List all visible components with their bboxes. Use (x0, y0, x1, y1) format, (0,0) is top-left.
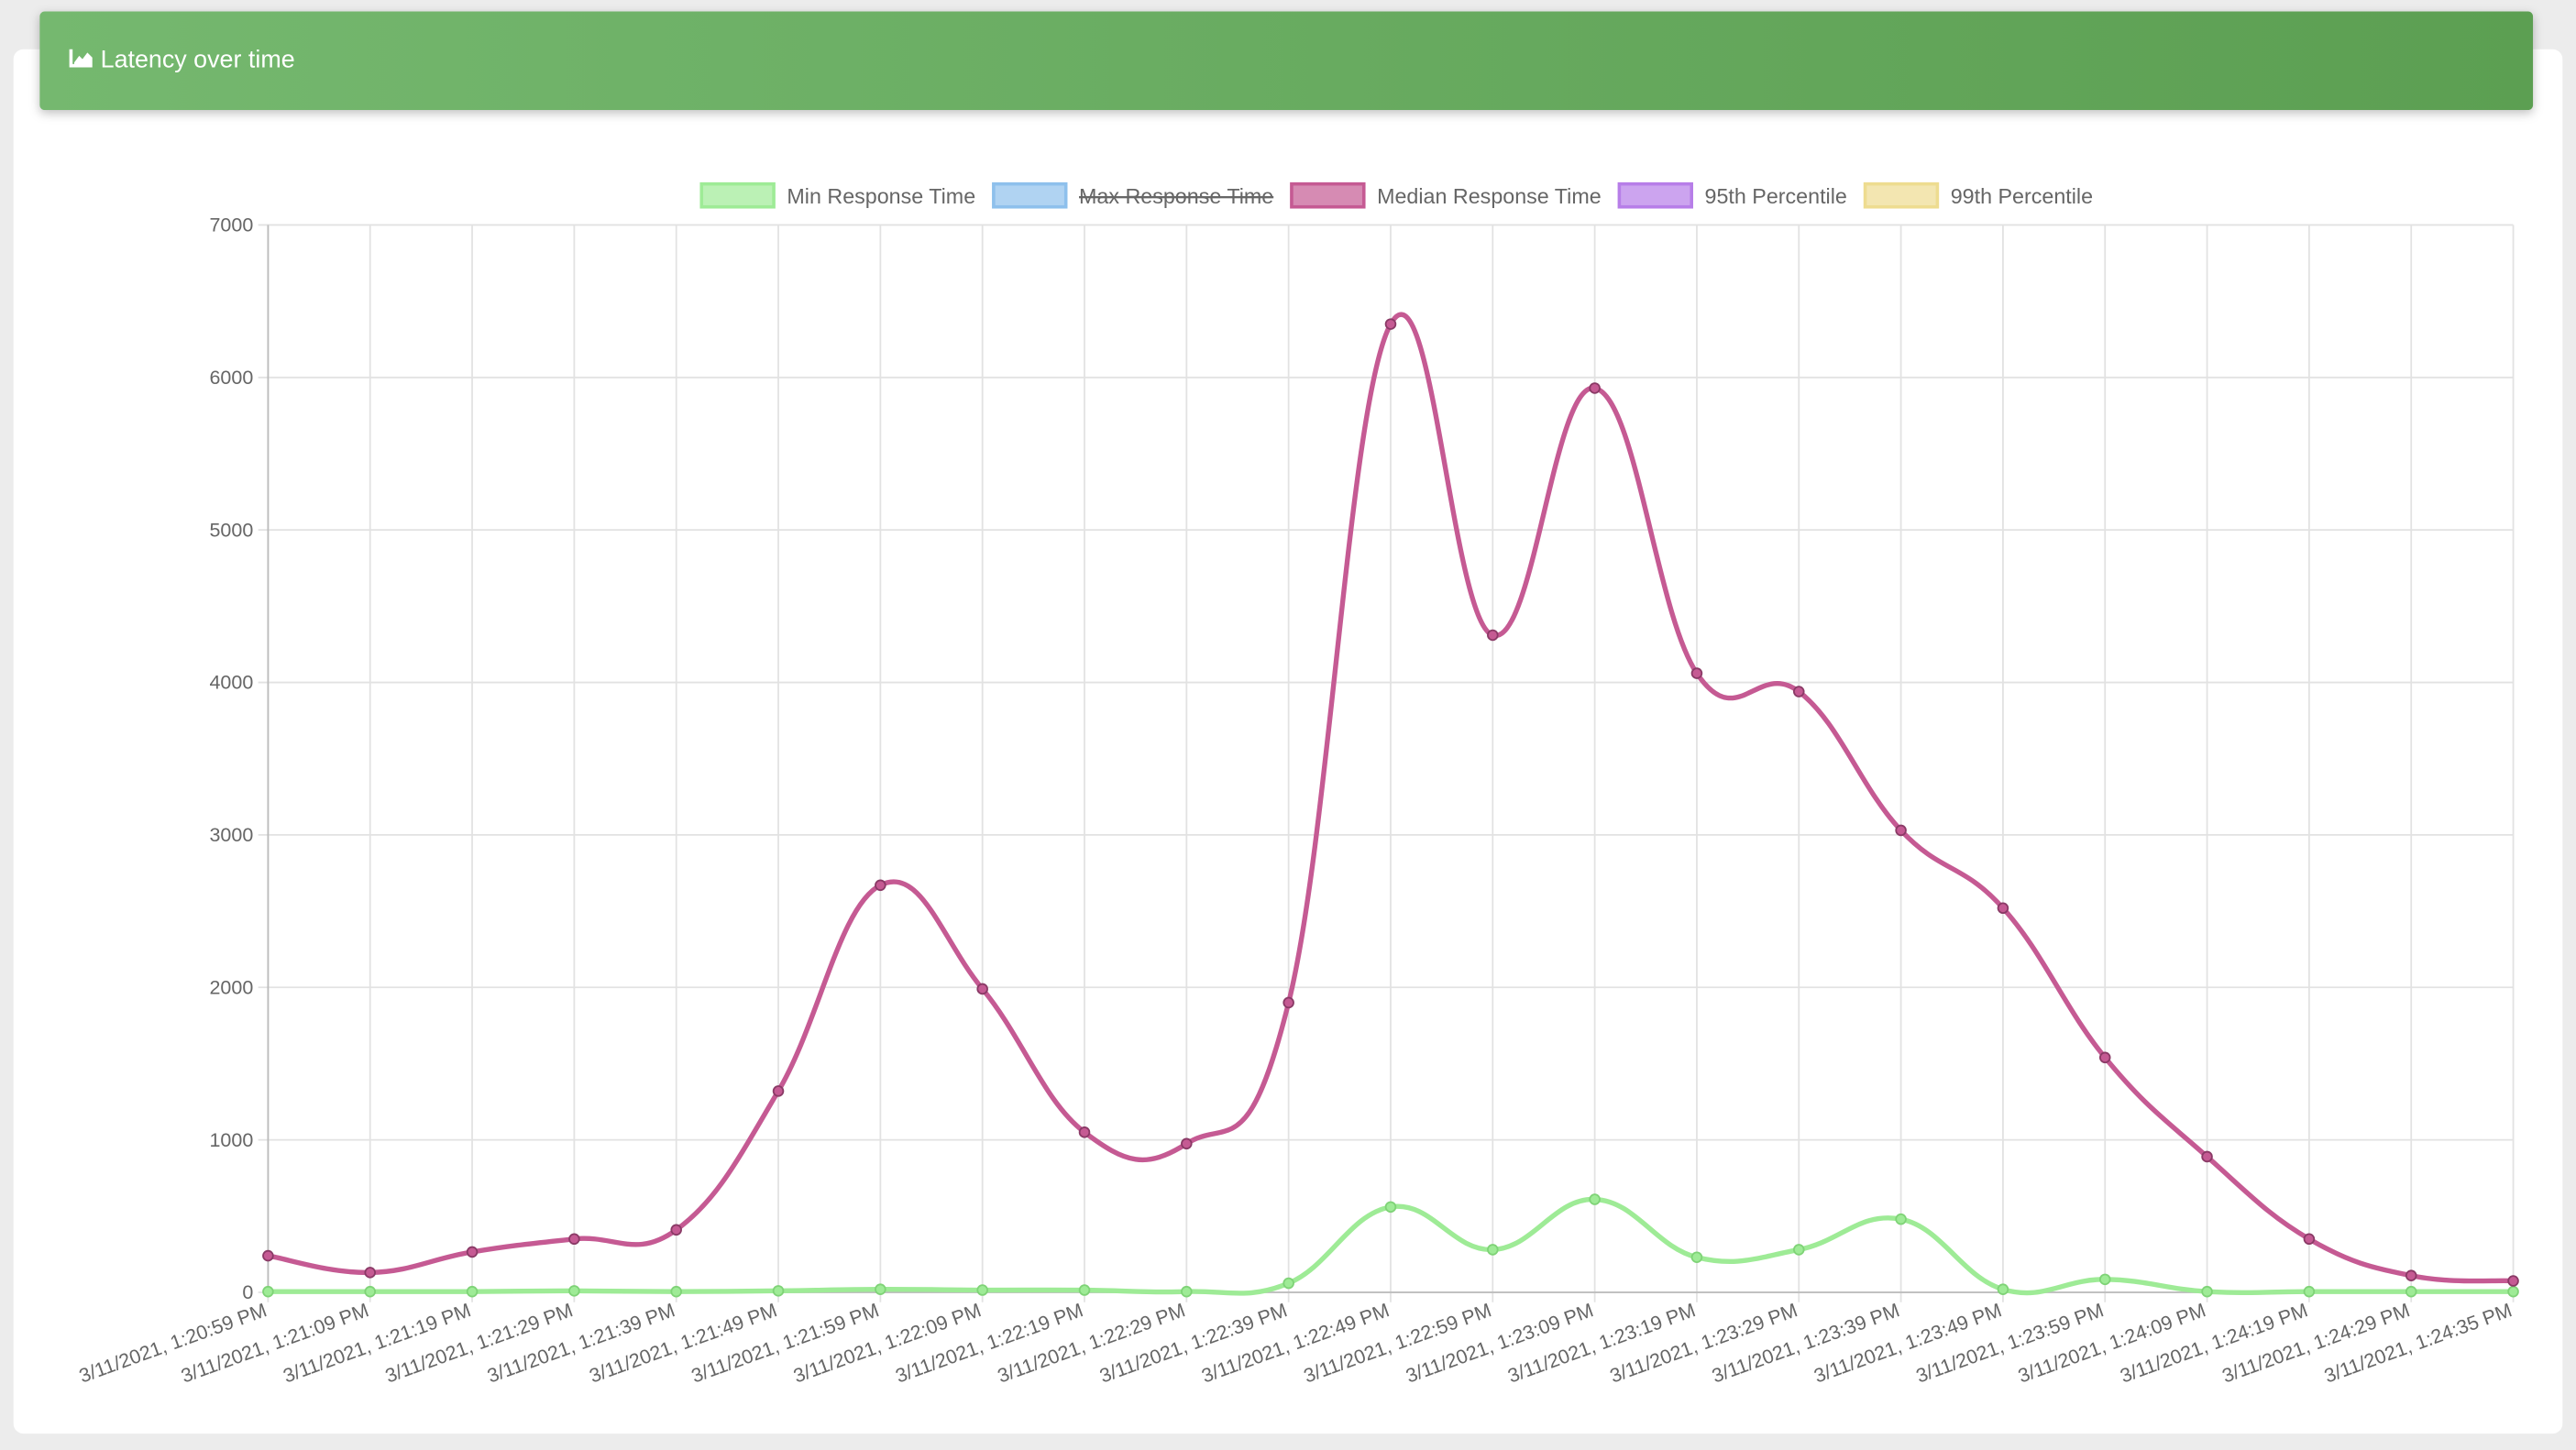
legend-item[interactable]: Median Response Time (1290, 181, 1602, 209)
data-point (466, 1246, 479, 1258)
legend-label: Median Response Time (1377, 184, 1602, 208)
data-point (1384, 1201, 1397, 1214)
legend-item[interactable]: Min Response Time (699, 181, 975, 209)
data-point (568, 1233, 580, 1246)
y-tick-label: 0 (242, 1281, 253, 1303)
data-point (1282, 996, 1294, 1009)
data-point (2405, 1285, 2417, 1298)
y-tick-label: 6000 (209, 367, 253, 389)
legend-label: 95th Percentile (1705, 184, 1847, 208)
data-point (364, 1267, 376, 1279)
data-point (2098, 1051, 2111, 1064)
legend: Min Response Time Max Response Time Median… (699, 181, 2093, 209)
data-point (976, 1284, 988, 1296)
data-point (1895, 824, 1907, 837)
data-point (1487, 629, 1499, 642)
y-tick-label: 4000 (209, 672, 253, 694)
data-point (875, 1283, 886, 1295)
legend-item[interactable]: 99th Percentile (1863, 181, 2093, 209)
data-point (976, 983, 988, 995)
data-point (1078, 1284, 1091, 1296)
data-point (2507, 1275, 2519, 1287)
data-point (1487, 1244, 1499, 1256)
legend-swatch (1617, 181, 1694, 209)
data-point (1384, 318, 1397, 330)
data-point (772, 1285, 785, 1297)
data-point (875, 879, 886, 892)
card-title: Latency over time (101, 45, 295, 72)
data-point (670, 1224, 682, 1236)
data-point (1997, 1283, 2009, 1295)
legend-swatch (1863, 181, 1940, 209)
data-point (1997, 902, 2009, 915)
data-point (1895, 1213, 1907, 1225)
data-point (670, 1285, 682, 1298)
legend-label: Max Response Time (1079, 184, 1273, 208)
legend-swatch (699, 181, 776, 209)
chart-icon (69, 49, 93, 68)
y-tick-label: 7000 (209, 214, 253, 236)
data-point (568, 1285, 580, 1297)
data-point (1589, 1193, 1601, 1205)
data-point (262, 1285, 274, 1298)
series-line (267, 312, 2514, 1284)
data-point (364, 1285, 376, 1298)
data-point (1181, 1285, 1193, 1298)
data-point (2303, 1233, 2316, 1246)
data-point (262, 1249, 274, 1262)
data-point (772, 1085, 785, 1097)
legend-label: Min Response Time (787, 184, 975, 208)
data-point (2098, 1273, 2111, 1286)
data-point (1078, 1126, 1091, 1138)
y-tick-label: 3000 (209, 824, 253, 846)
legend-item[interactable]: Max Response Time (992, 181, 1273, 209)
data-point (2507, 1285, 2519, 1298)
legend-item[interactable]: 95th Percentile (1617, 181, 1847, 209)
legend-swatch (992, 181, 1068, 209)
data-point (466, 1285, 479, 1298)
y-tick-label: 5000 (209, 519, 253, 541)
legend-swatch (1290, 181, 1366, 209)
data-point (1181, 1137, 1193, 1150)
y-tick-label: 2000 (209, 976, 253, 998)
data-point (1589, 382, 1601, 394)
series-line (268, 1196, 2514, 1296)
data-point (1282, 1277, 1294, 1290)
data-point (1793, 686, 1805, 698)
card-header (39, 11, 2534, 111)
data-point (2201, 1150, 2213, 1163)
data-point (2405, 1269, 2417, 1281)
y-tick-label: 1000 (209, 1129, 253, 1151)
data-point (1793, 1244, 1805, 1256)
legend-label: 99th Percentile (1951, 184, 2093, 208)
data-point (2303, 1285, 2316, 1298)
data-point (2201, 1285, 2213, 1298)
data-point (1690, 667, 1703, 679)
data-point (1690, 1251, 1703, 1264)
